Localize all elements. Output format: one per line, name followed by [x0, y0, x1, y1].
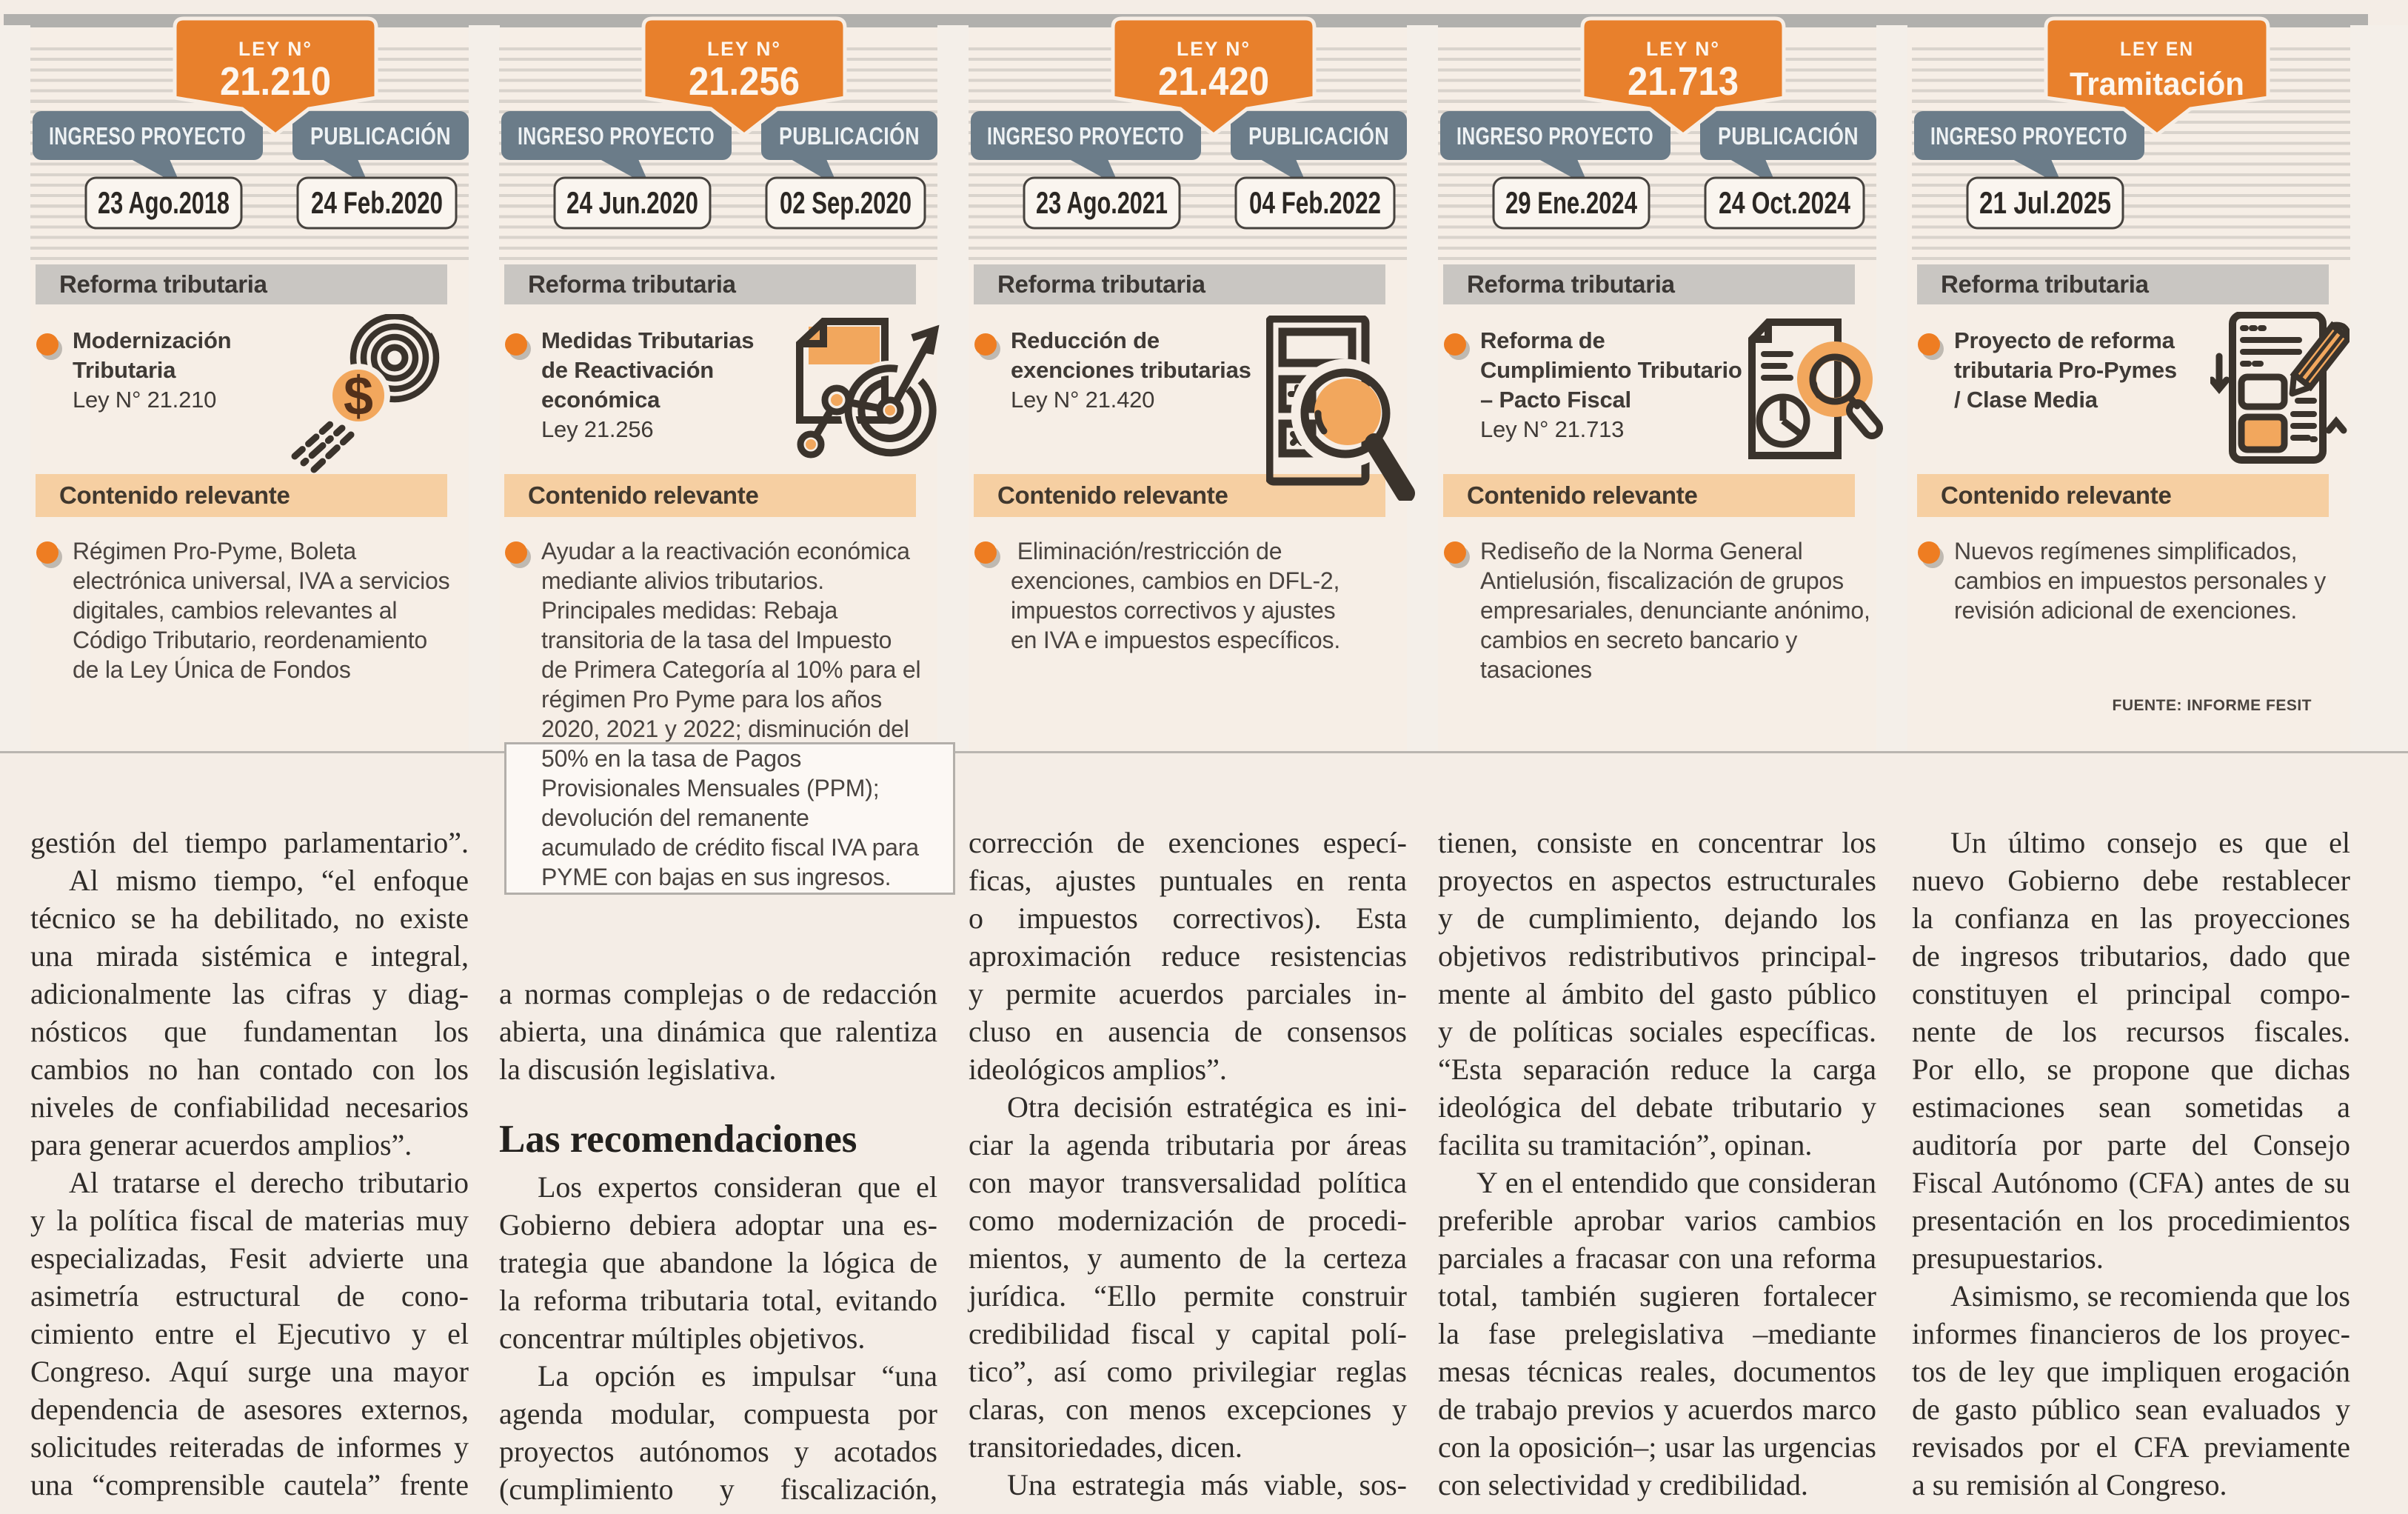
svg-text:23 Ago.2021: 23 Ago.2021	[1036, 185, 1168, 220]
svg-text:29 Ene.2024: 29 Ene.2024	[1505, 185, 1637, 220]
svg-text:INGRESO PROYECTO: INGRESO PROYECTO	[1456, 122, 1653, 150]
svg-text:LEY N°: LEY N°	[707, 38, 781, 60]
svg-text:Tramitación: Tramitación	[2070, 66, 2244, 102]
svg-text:24 Jun.2020: 24 Jun.2020	[566, 185, 698, 220]
svg-text:PUBLICACIÓN: PUBLICACIÓN	[1718, 122, 1859, 150]
svg-text:LEY N°: LEY N°	[238, 38, 312, 60]
svg-text:21 Jul.2025: 21 Jul.2025	[1979, 185, 2111, 220]
svg-text:PUBLICACIÓN: PUBLICACIÓN	[779, 122, 920, 150]
svg-text:23 Ago.2018: 23 Ago.2018	[98, 185, 230, 220]
svg-text:LEY EN: LEY EN	[2120, 38, 2194, 60]
svg-text:24 Feb.2020: 24 Feb.2020	[311, 185, 443, 220]
svg-text:INGRESO PROYECTO: INGRESO PROYECTO	[1930, 122, 2127, 150]
svg-text:INGRESO PROYECTO: INGRESO PROYECTO	[518, 122, 715, 150]
svg-text:PUBLICACIÓN: PUBLICACIÓN	[1248, 122, 1389, 150]
svg-text:INGRESO PROYECTO: INGRESO PROYECTO	[49, 122, 246, 150]
svg-text:$: $	[344, 365, 373, 427]
svg-text:LEY N°: LEY N°	[1646, 38, 1720, 60]
svg-text:LEY N°: LEY N°	[1177, 38, 1251, 60]
svg-text:21.256: 21.256	[689, 59, 800, 104]
svg-text:21.420: 21.420	[1158, 59, 1269, 104]
svg-text:INGRESO PROYECTO: INGRESO PROYECTO	[987, 122, 1184, 150]
svg-text:24 Oct.2024: 24 Oct.2024	[1719, 185, 1850, 220]
svg-text:02 Sep.2020: 02 Sep.2020	[780, 185, 912, 220]
svg-text:21.210: 21.210	[220, 59, 331, 104]
svg-text:04 Feb.2022: 04 Feb.2022	[1249, 185, 1381, 220]
svg-text:21.713: 21.713	[1628, 59, 1739, 104]
svg-text:PUBLICACIÓN: PUBLICACIÓN	[310, 122, 451, 150]
